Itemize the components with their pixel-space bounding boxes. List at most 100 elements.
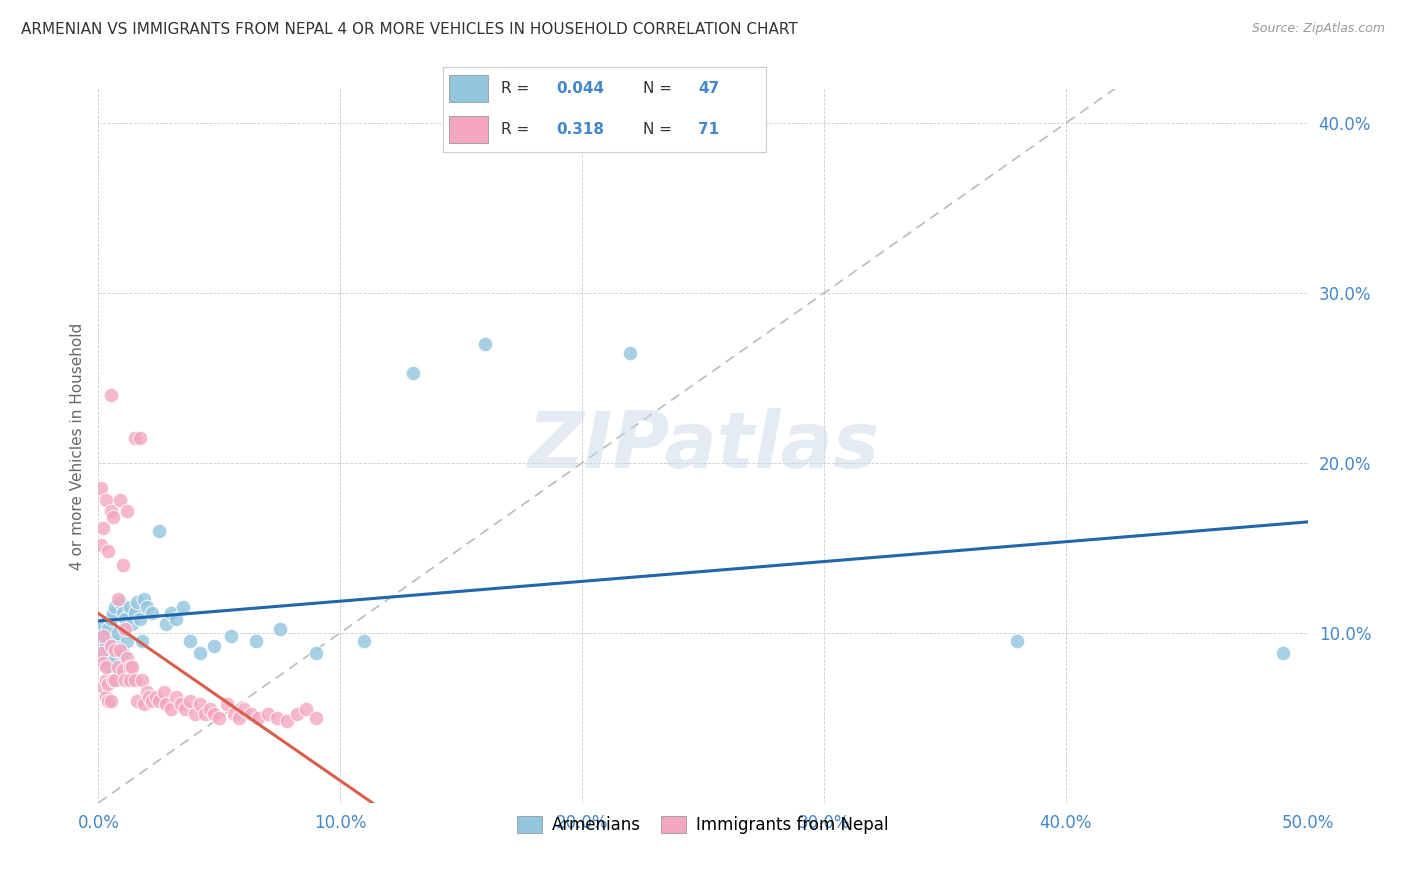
Armenians: [269, 623, 291, 637]
Immigrants from Nepal: [114, 623, 136, 637]
Armenians: [97, 623, 120, 637]
Immigrants from Nepal: [179, 694, 201, 708]
Immigrants from Nepal: [91, 629, 114, 643]
Immigrants from Nepal: [285, 707, 308, 722]
Immigrants from Nepal: [194, 707, 217, 722]
Immigrants from Nepal: [134, 698, 156, 712]
Immigrants from Nepal: [124, 430, 146, 444]
Y-axis label: 4 or more Vehicles in Household: 4 or more Vehicles in Household: [69, 322, 84, 570]
Immigrants from Nepal: [256, 707, 278, 722]
Immigrants from Nepal: [104, 643, 127, 657]
Armenians: [135, 600, 157, 615]
Immigrants from Nepal: [118, 660, 141, 674]
Armenians: [100, 663, 122, 677]
Immigrants from Nepal: [184, 707, 207, 722]
Armenians: [101, 634, 124, 648]
FancyBboxPatch shape: [450, 76, 488, 103]
Armenians: [104, 651, 127, 665]
Armenians: [172, 600, 194, 615]
Immigrants from Nepal: [90, 646, 112, 660]
Immigrants from Nepal: [198, 702, 221, 716]
Immigrants from Nepal: [94, 660, 117, 674]
Immigrants from Nepal: [101, 673, 124, 688]
Armenians: [127, 595, 149, 609]
Immigrants from Nepal: [94, 673, 117, 688]
Armenians: [91, 646, 114, 660]
Text: 47: 47: [699, 81, 720, 96]
Armenians: [148, 524, 170, 538]
Immigrants from Nepal: [174, 702, 197, 716]
Immigrants from Nepal: [208, 711, 231, 725]
Immigrants from Nepal: [222, 707, 245, 722]
Armenians: [402, 366, 425, 380]
Immigrants from Nepal: [97, 677, 120, 691]
Armenians: [160, 606, 183, 620]
Immigrants from Nepal: [104, 673, 127, 688]
Immigrants from Nepal: [111, 663, 134, 677]
Immigrants from Nepal: [188, 698, 211, 712]
Immigrants from Nepal: [97, 544, 120, 558]
Immigrants from Nepal: [108, 493, 131, 508]
Immigrants from Nepal: [160, 702, 183, 716]
Legend: Armenians, Immigrants from Nepal: Armenians, Immigrants from Nepal: [510, 809, 896, 841]
Armenians: [221, 629, 243, 643]
Armenians: [1272, 646, 1295, 660]
Immigrants from Nepal: [107, 591, 129, 606]
Armenians: [128, 612, 150, 626]
Armenians: [474, 337, 496, 351]
Immigrants from Nepal: [121, 660, 143, 674]
Armenians: [305, 646, 328, 660]
Armenians: [124, 606, 146, 620]
Armenians: [114, 612, 136, 626]
Immigrants from Nepal: [100, 640, 122, 654]
Armenians: [155, 617, 177, 632]
Immigrants from Nepal: [111, 558, 134, 572]
Text: N =: N =: [644, 122, 678, 137]
Armenians: [91, 617, 114, 632]
Immigrants from Nepal: [232, 702, 254, 716]
Immigrants from Nepal: [148, 694, 170, 708]
Immigrants from Nepal: [204, 707, 226, 722]
Immigrants from Nepal: [138, 690, 160, 705]
Immigrants from Nepal: [91, 520, 114, 534]
Immigrants from Nepal: [117, 651, 139, 665]
Text: ARMENIAN VS IMMIGRANTS FROM NEPAL 4 OR MORE VEHICLES IN HOUSEHOLD CORRELATION CH: ARMENIAN VS IMMIGRANTS FROM NEPAL 4 OR M…: [21, 22, 797, 37]
Armenians: [94, 640, 117, 654]
Armenians: [108, 595, 131, 609]
Immigrants from Nepal: [247, 711, 270, 725]
Immigrants from Nepal: [101, 510, 124, 524]
Immigrants from Nepal: [94, 690, 117, 705]
Immigrants from Nepal: [100, 503, 122, 517]
Armenians: [165, 612, 187, 626]
Immigrants from Nepal: [90, 537, 112, 551]
Immigrants from Nepal: [91, 680, 114, 694]
Armenians: [134, 591, 156, 606]
Armenians: [619, 345, 641, 359]
Immigrants from Nepal: [276, 714, 298, 729]
Immigrants from Nepal: [155, 698, 177, 712]
Immigrants from Nepal: [97, 694, 120, 708]
Immigrants from Nepal: [124, 673, 146, 688]
Immigrants from Nepal: [94, 493, 117, 508]
Text: 71: 71: [699, 122, 720, 137]
Immigrants from Nepal: [145, 690, 167, 705]
Immigrants from Nepal: [100, 388, 122, 402]
Immigrants from Nepal: [295, 702, 318, 716]
Armenians: [104, 600, 127, 615]
Immigrants from Nepal: [114, 673, 136, 688]
Text: Source: ZipAtlas.com: Source: ZipAtlas.com: [1251, 22, 1385, 36]
Armenians: [118, 600, 141, 615]
Text: R =: R =: [501, 122, 534, 137]
Immigrants from Nepal: [152, 685, 174, 699]
Armenians: [245, 634, 267, 648]
Armenians: [101, 606, 124, 620]
Immigrants from Nepal: [100, 694, 122, 708]
Armenians: [94, 629, 117, 643]
Armenians: [131, 634, 153, 648]
Immigrants from Nepal: [118, 673, 141, 688]
Armenians: [90, 634, 112, 648]
Armenians: [90, 626, 112, 640]
Text: N =: N =: [644, 81, 678, 96]
FancyBboxPatch shape: [450, 116, 488, 143]
Immigrants from Nepal: [127, 694, 149, 708]
